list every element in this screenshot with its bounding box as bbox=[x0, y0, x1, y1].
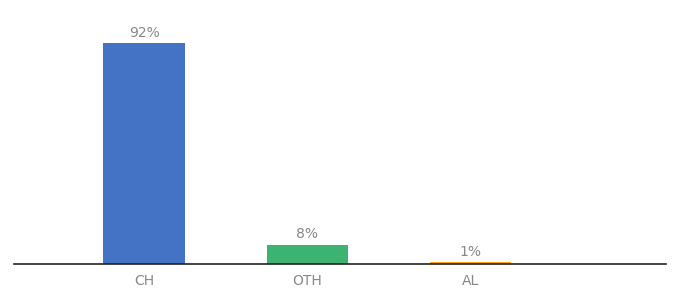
Text: 8%: 8% bbox=[296, 227, 318, 241]
Bar bbox=[267, 245, 348, 264]
Bar bbox=[103, 43, 185, 264]
Text: 1%: 1% bbox=[460, 245, 481, 259]
Bar bbox=[430, 262, 511, 264]
Text: 92%: 92% bbox=[129, 26, 160, 40]
